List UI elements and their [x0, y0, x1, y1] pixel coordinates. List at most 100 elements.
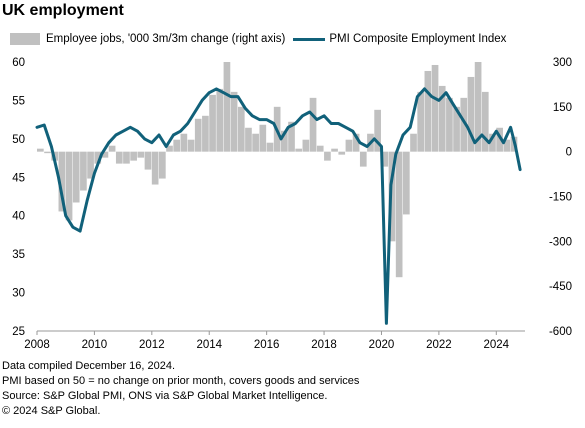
bar: [159, 151, 166, 179]
y-left-tick-label: 30: [12, 288, 25, 300]
pmi-point: [502, 141, 505, 144]
pmi-point: [488, 141, 490, 144]
tick-labels: 2008 2010 2012 2014 2016 2018 2020 2022 2024 25 30…: [12, 57, 572, 350]
bar: [381, 151, 389, 167]
y-left-tick-label: 40: [12, 211, 25, 223]
pmi-point: [129, 126, 132, 129]
x-tick-label: 2014: [196, 339, 222, 350]
pmi-point: [380, 145, 383, 148]
pmi-point: [237, 95, 239, 98]
bar: [503, 139, 511, 152]
y-left-tick-label: 25: [12, 326, 25, 338]
note-pmi-definition: PMI based on 50 = no change on prior mon…: [2, 375, 360, 387]
bar: [446, 97, 453, 152]
pmi-point: [265, 118, 268, 121]
pmi-point: [509, 126, 512, 129]
pmi-point: [481, 134, 483, 136]
bar: [302, 139, 310, 152]
bar: [324, 151, 331, 161]
pmi-point: [208, 91, 211, 94]
x-tick-label: 2012: [139, 339, 165, 350]
bar: [474, 62, 482, 152]
bar: [489, 133, 496, 152]
pmi-point: [100, 153, 103, 156]
pmi-point: [215, 88, 218, 90]
pmi-point: [258, 118, 261, 121]
bar: [496, 127, 503, 152]
pmi-point: [179, 130, 182, 132]
bar: [187, 139, 195, 152]
legend-line-label: PMI Composite Employment Index: [329, 33, 507, 45]
bar: [245, 127, 252, 152]
pmi-point: [222, 91, 225, 94]
line-series: [35, 87, 522, 325]
bar: [144, 151, 152, 170]
bar: [281, 130, 288, 152]
pmi-point: [366, 145, 368, 148]
bar-series: [37, 62, 518, 278]
bar: [123, 151, 130, 164]
pmi-point: [495, 130, 498, 132]
note-source: Source: S&P Global PMI, ONS via S&P Glob…: [2, 390, 328, 402]
pmi-point: [519, 168, 521, 171]
pmi-point: [385, 322, 388, 325]
pmi-line: [35, 87, 522, 325]
x-tick-label: 2018: [311, 339, 337, 350]
pmi-point: [330, 122, 333, 125]
pmi-point: [301, 115, 304, 117]
pmi-point: [229, 95, 232, 98]
y-left-tick-label: 50: [12, 134, 25, 146]
axes: [36, 330, 525, 335]
y-right-tick-label: 0: [566, 147, 572, 159]
bar: [237, 106, 245, 152]
pmi-point: [57, 176, 60, 179]
pmi-point: [86, 199, 89, 202]
bar: [266, 142, 274, 152]
bar: [403, 151, 410, 215]
pmi-point: [430, 95, 433, 98]
y-right-tick-label: -600: [549, 326, 572, 338]
bar: [87, 151, 94, 179]
y-right-tick-label: 150: [553, 102, 572, 114]
x-tick-label: 2020: [369, 339, 395, 350]
pmi-point: [390, 184, 392, 186]
pmi-point: [402, 134, 404, 136]
bar: [309, 97, 317, 152]
pmi-point: [344, 126, 347, 129]
pmi-point: [395, 153, 397, 156]
pmi-point: [36, 126, 38, 129]
chart-svg: 2008 2010 2012 2014 2016 2018 2020 2022 2024 25 30…: [12, 57, 572, 350]
pmi-point: [194, 111, 196, 113]
bar: [453, 106, 460, 152]
bar: [410, 133, 417, 152]
pmi-point: [122, 130, 124, 132]
pmi-point: [294, 122, 297, 125]
pmi-point: [64, 214, 67, 217]
y-left-tick-label: 45: [12, 172, 25, 184]
bar: [288, 121, 295, 152]
y-right-tick-label: -150: [549, 192, 572, 204]
bar: [173, 139, 181, 152]
bar: [331, 148, 338, 152]
x-tick-label: 2010: [82, 339, 108, 350]
bar: [180, 133, 188, 152]
bar: [202, 115, 209, 152]
pmi-point: [273, 122, 275, 125]
legend-bars-swatch: [10, 33, 40, 45]
bar: [65, 151, 73, 221]
pmi-point: [244, 107, 246, 109]
bar: [216, 88, 224, 152]
pmi-point: [373, 138, 376, 140]
bar: [194, 118, 202, 152]
bar: [431, 64, 439, 152]
pmi-point: [136, 130, 139, 132]
pmi-point: [452, 103, 455, 106]
pmi-point: [337, 122, 340, 125]
pmi-point: [359, 141, 361, 144]
pmi-point: [308, 111, 311, 113]
pmi-point: [43, 124, 45, 126]
pmi-point: [79, 230, 81, 232]
bar: [223, 62, 231, 152]
bar: [259, 124, 267, 152]
y-left-tick-label: 60: [12, 57, 25, 69]
